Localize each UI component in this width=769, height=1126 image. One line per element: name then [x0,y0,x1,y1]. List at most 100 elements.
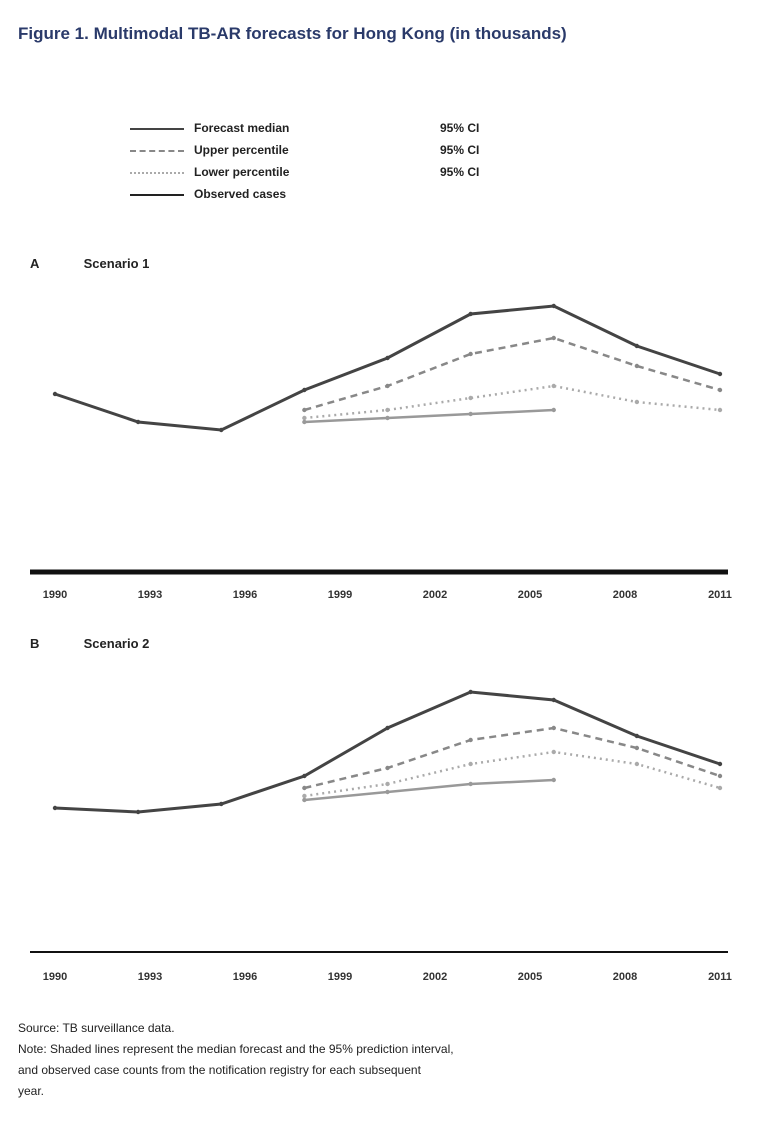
data-point [551,407,556,413]
data-point [634,745,640,751]
data-point [634,761,640,767]
x-tick-label: 1993 [138,971,162,983]
chart-panel-a: 1990 1993 1996 1999 2002 2005 2008 2011 [30,303,732,601]
x-tick-label: 1999 [328,589,352,601]
data-point [385,415,390,421]
data-point [634,733,640,739]
data-point [219,427,224,433]
x-tick-label: 2005 [518,589,542,601]
data-point [52,805,58,811]
data-point [135,809,141,815]
data-point [385,407,390,413]
data-point [468,689,473,695]
data-point [717,773,723,779]
data-point [302,387,307,393]
legend-label: Upper percentile [194,143,289,157]
legend-item: Forecast median 95% CI [130,118,600,140]
data-point [385,781,390,787]
series-line [304,336,721,412]
figure-title: Figure 1. Multimodal TB-AR forecasts for… [18,24,567,43]
data-point [717,785,723,791]
legend-label: Forecast median [194,121,290,135]
data-point [302,419,307,425]
x-tick-label: 1990 [43,971,67,983]
panel-a-name: Scenario 1 [83,256,150,271]
legend-item: Lower percentile 95% CI [130,162,600,184]
figure-notes: Source: TB surveillance data. Note: Shad… [18,1018,738,1102]
data-point [468,411,473,417]
data-point [634,399,640,405]
data-point [385,383,390,389]
x-tick-label: 2005 [518,971,542,983]
data-point [302,793,307,799]
data-point [717,761,723,767]
data-point [302,407,307,413]
chart-panel-b: 1990 1993 1996 1999 2002 2005 2008 2011 [30,689,732,983]
data-point [468,737,473,743]
panel-a-title: A Scenario 1 [30,256,149,271]
x-tick-label: 2011 [708,971,732,983]
data-point [302,415,307,421]
legend: Forecast median 95% CI Upper percentile … [130,118,600,206]
legend-ci: 95% CI [440,143,480,157]
panel-b-name: Scenario 2 [83,636,150,651]
x-tick-label: 2002 [423,971,447,983]
legend-item: Observed cases [130,184,600,206]
series-line [304,778,554,802]
data-point [385,789,390,795]
data-point [468,311,473,317]
legend-swatch [130,194,184,196]
notes-line: Note: Shaded lines represent the median … [18,1042,454,1056]
legend-ci: 95% CI [440,121,480,135]
x-tick-label: 1996 [233,589,257,601]
data-point [468,395,473,401]
data-point [551,303,556,309]
data-point [634,343,640,349]
x-tick-label: 1993 [138,589,162,601]
data-point [551,383,556,389]
data-point [385,725,390,731]
x-tick-label: 1990 [43,589,67,601]
notes-line: year. [18,1084,45,1098]
data-point [302,773,307,779]
data-point [468,781,473,787]
data-point [551,749,556,755]
panel-b-title: B Scenario 2 [30,636,149,651]
x-tick-label: 1996 [233,971,257,983]
series-line [304,750,721,798]
legend-ci: 95% CI [440,165,480,179]
panel-a-letter: A [30,256,40,271]
data-point [634,363,640,369]
data-point [302,797,307,803]
data-point [385,765,390,771]
x-tick-label: 1999 [328,971,352,983]
notes-line: and observed case counts from the notifi… [18,1063,421,1077]
data-point [219,801,224,807]
legend-swatch [130,172,184,174]
data-point [551,697,556,703]
legend-swatch [130,128,184,130]
legend-swatch [130,150,184,152]
data-point [551,777,556,783]
data-point [717,387,723,393]
x-tick-label: 2002 [423,589,447,601]
data-point [385,355,390,361]
x-tick-label: 2011 [708,589,732,601]
panel-b-letter: B [30,636,40,651]
series-line [304,408,554,424]
legend-item: Upper percentile 95% CI [130,140,600,162]
legend-label: Lower percentile [194,165,290,179]
legend-label: Observed cases [194,187,287,201]
data-point [52,391,58,397]
x-tick-label: 2008 [613,589,637,601]
notes-source: Source: TB surveillance data. [18,1021,175,1035]
data-point [551,335,556,341]
data-point [135,419,141,425]
data-point [717,407,723,413]
data-point [302,785,307,791]
data-point [468,761,473,767]
x-tick-label: 2008 [613,971,637,983]
data-point [551,725,556,731]
data-point [468,351,473,357]
data-point [717,371,723,377]
